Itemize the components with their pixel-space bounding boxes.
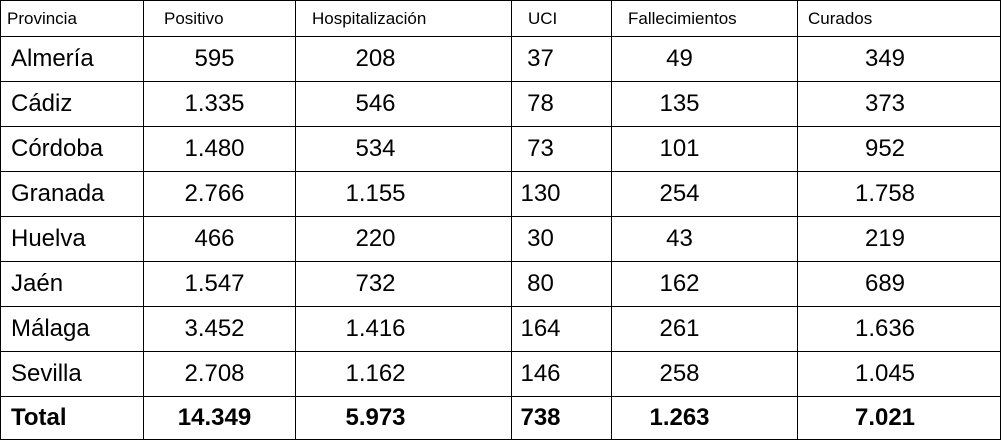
cell-provincia: Cádiz	[0, 81, 144, 127]
cell-hospitalizacion: 534	[295, 126, 512, 172]
cell-provincia: Granada	[0, 171, 144, 217]
cell-provincia: Sevilla	[0, 351, 144, 397]
cell-curados: 219	[797, 216, 1001, 262]
total-positivo: 14.349	[143, 396, 296, 440]
cell-positivo: 1.547	[143, 261, 296, 307]
cell-hospitalizacion: 546	[295, 81, 512, 127]
cell-hospitalizacion: 1.416	[295, 306, 512, 352]
cell-provincia: Almería	[0, 36, 144, 82]
cell-fallecimientos: 261	[611, 306, 798, 352]
header-hospitalizacion: Hospitalización	[295, 0, 512, 37]
cell-fallecimientos: 135	[611, 81, 798, 127]
cell-uci: 73	[511, 126, 612, 172]
total-curados: 7.021	[797, 396, 1001, 440]
cell-fallecimientos: 258	[611, 351, 798, 397]
cell-curados: 1.045	[797, 351, 1001, 397]
cell-hospitalizacion: 732	[295, 261, 512, 307]
total-fallecimientos: 1.263	[611, 396, 798, 440]
cell-positivo: 2.708	[143, 351, 296, 397]
total-uci: 738	[511, 396, 612, 440]
cell-curados: 1.636	[797, 306, 1001, 352]
cell-fallecimientos: 49	[611, 36, 798, 82]
table-body: Almería 595 208 37 49 349 Cádiz 1.335 54…	[0, 36, 1001, 440]
cell-positivo: 3.452	[143, 306, 296, 352]
cell-curados: 373	[797, 81, 1001, 127]
header-positivo: Positivo	[143, 0, 296, 37]
cell-fallecimientos: 254	[611, 171, 798, 217]
total-row: Total 14.349 5.973 738 1.263 7.021	[0, 396, 1001, 440]
cell-hospitalizacion: 1.162	[295, 351, 512, 397]
cell-fallecimientos: 43	[611, 216, 798, 262]
header-curados: Curados	[797, 0, 1001, 37]
cell-uci: 164	[511, 306, 612, 352]
table-row: Sevilla 2.708 1.162 146 258 1.045	[0, 351, 1001, 397]
cell-uci: 30	[511, 216, 612, 262]
cell-fallecimientos: 101	[611, 126, 798, 172]
table-row: Almería 595 208 37 49 349	[0, 36, 1001, 82]
table-row: Cádiz 1.335 546 78 135 373	[0, 81, 1001, 127]
header-row: Provincia Positivo Hospitalización UCI F…	[0, 0, 1001, 37]
table-header: Provincia Positivo Hospitalización UCI F…	[0, 0, 1001, 37]
table-row: Granada 2.766 1.155 130 254 1.758	[0, 171, 1001, 217]
cell-hospitalizacion: 1.155	[295, 171, 512, 217]
table-row: Málaga 3.452 1.416 164 261 1.636	[0, 306, 1001, 352]
header-uci: UCI	[511, 0, 612, 37]
cell-curados: 952	[797, 126, 1001, 172]
cell-hospitalizacion: 208	[295, 36, 512, 82]
cell-uci: 146	[511, 351, 612, 397]
header-provincia: Provincia	[0, 0, 144, 37]
cell-curados: 689	[797, 261, 1001, 307]
cell-positivo: 595	[143, 36, 296, 82]
cell-positivo: 1.335	[143, 81, 296, 127]
cell-provincia: Huelva	[0, 216, 144, 262]
cell-provincia: Jaén	[0, 261, 144, 307]
cell-positivo: 466	[143, 216, 296, 262]
total-label: Total	[0, 396, 144, 440]
table-row: Jaén 1.547 732 80 162 689	[0, 261, 1001, 307]
cell-fallecimientos: 162	[611, 261, 798, 307]
table-row: Córdoba 1.480 534 73 101 952	[0, 126, 1001, 172]
cell-uci: 37	[511, 36, 612, 82]
cell-positivo: 2.766	[143, 171, 296, 217]
total-hospitalizacion: 5.973	[295, 396, 512, 440]
cell-hospitalizacion: 220	[295, 216, 512, 262]
cell-uci: 130	[511, 171, 612, 217]
cell-positivo: 1.480	[143, 126, 296, 172]
cell-provincia: Córdoba	[0, 126, 144, 172]
table-row: Huelva 466 220 30 43 219	[0, 216, 1001, 262]
cell-provincia: Málaga	[0, 306, 144, 352]
header-fallecimientos: Fallecimientos	[611, 0, 798, 37]
cell-curados: 349	[797, 36, 1001, 82]
cell-curados: 1.758	[797, 171, 1001, 217]
cell-uci: 78	[511, 81, 612, 127]
cell-uci: 80	[511, 261, 612, 307]
